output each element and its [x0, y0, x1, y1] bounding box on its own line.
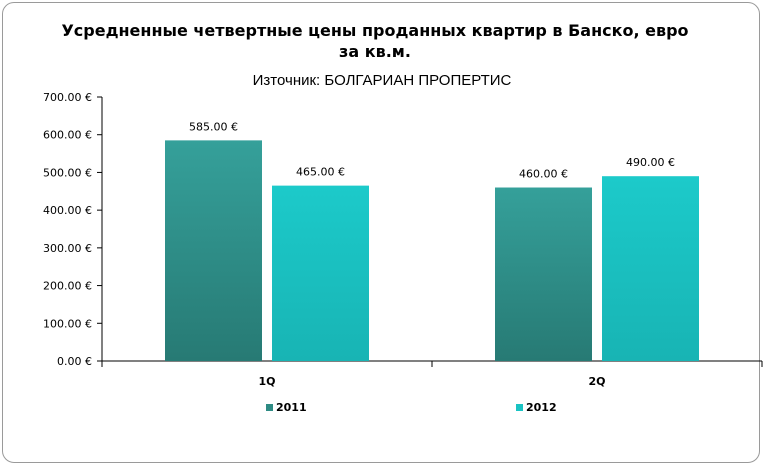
y-tick-label: 600.00 € — [43, 129, 92, 142]
y-tick-label: 0.00 € — [57, 355, 92, 368]
data-label: 465.00 € — [296, 166, 345, 179]
data-label: 585.00 € — [189, 120, 238, 133]
bar-2012-2Q — [602, 176, 699, 361]
data-label: 490.00 € — [626, 156, 675, 169]
chart-subtitle: Източник: БОЛГАРИАН ПРОПЕРТИС — [252, 72, 512, 89]
chart-title: Усредненные четвертные цены проданных кв… — [61, 21, 689, 61]
data-label: 460.00 € — [519, 168, 568, 181]
legend-swatch-2011 — [266, 404, 273, 411]
x-category-label: 2Q — [588, 375, 605, 388]
y-tick-label: 100.00 € — [43, 317, 92, 330]
bar-2011-1Q — [165, 140, 262, 361]
y-tick-label: 500.00 € — [43, 166, 92, 179]
y-tick-label: 300.00 € — [43, 242, 92, 255]
legend-label: 2011 — [276, 401, 307, 414]
y-tick-label: 200.00 € — [43, 280, 92, 293]
y-tick-label: 700.00 € — [43, 91, 92, 104]
bar-2011-2Q — [495, 187, 592, 361]
legend-swatch-2012 — [516, 404, 523, 411]
bar-2012-1Q — [272, 185, 369, 361]
legend-label: 2012 — [526, 401, 557, 414]
x-category-label: 1Q — [258, 375, 275, 388]
y-tick-label: 400.00 € — [43, 204, 92, 217]
